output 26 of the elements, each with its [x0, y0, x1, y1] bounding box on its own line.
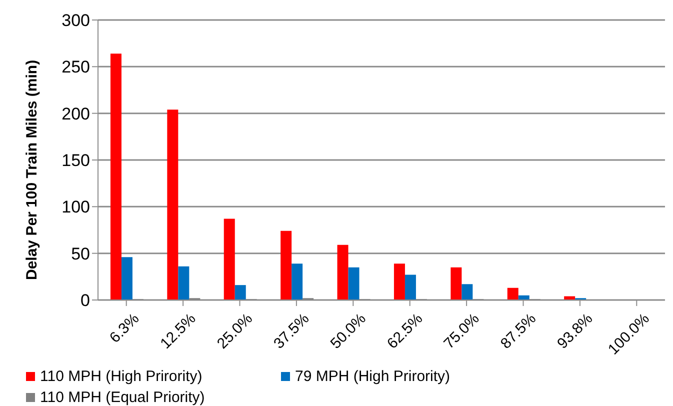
- bar: [394, 264, 405, 300]
- bar: [348, 267, 360, 300]
- y-tick-label: 200: [62, 104, 90, 124]
- y-tick-label: 100: [62, 198, 90, 217]
- y-tick-label: 300: [62, 11, 90, 30]
- bar: [462, 284, 473, 300]
- bar: [337, 244, 348, 300]
- legend-label: 110 MPH (High Prirority): [40, 368, 202, 385]
- bar: [178, 266, 190, 300]
- bar: [280, 230, 292, 300]
- y-tick-label: 250: [62, 58, 90, 77]
- bar: [110, 54, 122, 300]
- bar: [404, 274, 416, 300]
- bar: [292, 264, 303, 300]
- legend-label: 79 MPH (High Prirority): [295, 368, 450, 385]
- bar: [167, 110, 178, 300]
- bar: [450, 267, 462, 300]
- bar: [234, 285, 246, 300]
- y-tick-label: 50: [71, 244, 90, 264]
- bar: [507, 288, 518, 300]
- bar: [121, 257, 132, 300]
- y-tick-label: 150: [62, 151, 90, 170]
- legend-label: 110 MPH (Equal Priority): [40, 389, 205, 406]
- y-tick-label: 0: [80, 291, 90, 310]
- bar: [224, 218, 235, 300]
- y-axis-title: Delay Per 100 Train Miles (min): [23, 60, 40, 280]
